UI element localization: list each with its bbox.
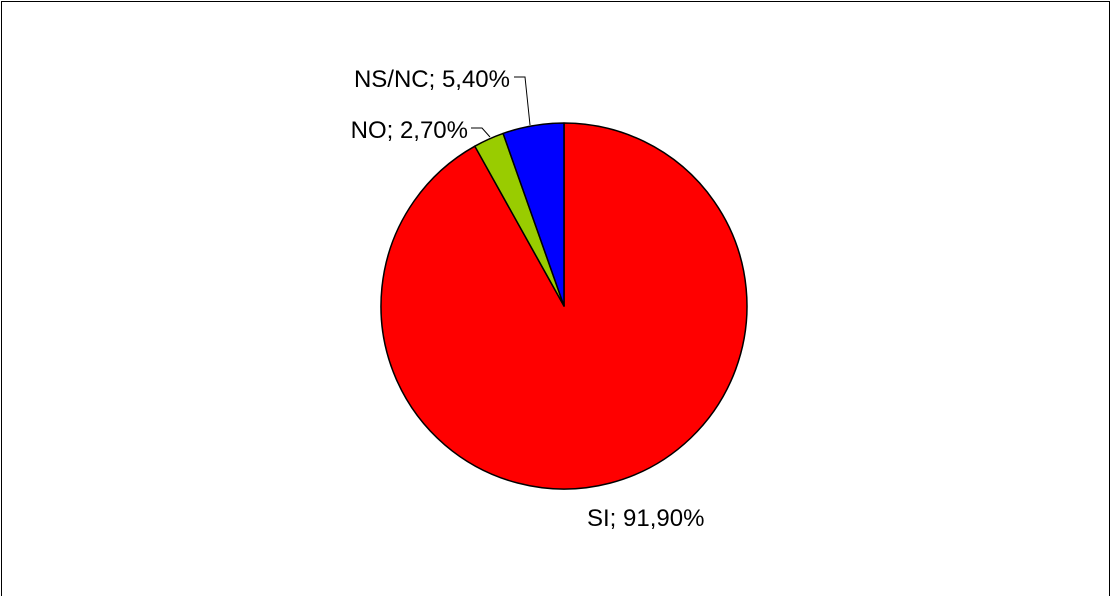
slice-label-si: SI; 91,90% — [587, 505, 704, 532]
leader-line-no — [471, 127, 491, 138]
pie-labels: SI; 91,90% NO; 2,70% NS/NC; 5,40% — [351, 66, 705, 532]
pie-slices — [380, 122, 748, 490]
pie-slice-ns-nc — [502, 122, 565, 307]
leader-line-ns-nc — [514, 76, 531, 126]
slice-label-ns-nc: NS/NC; 5,40% — [354, 66, 510, 93]
slice-label-no: NO; 2,70% — [351, 117, 468, 144]
